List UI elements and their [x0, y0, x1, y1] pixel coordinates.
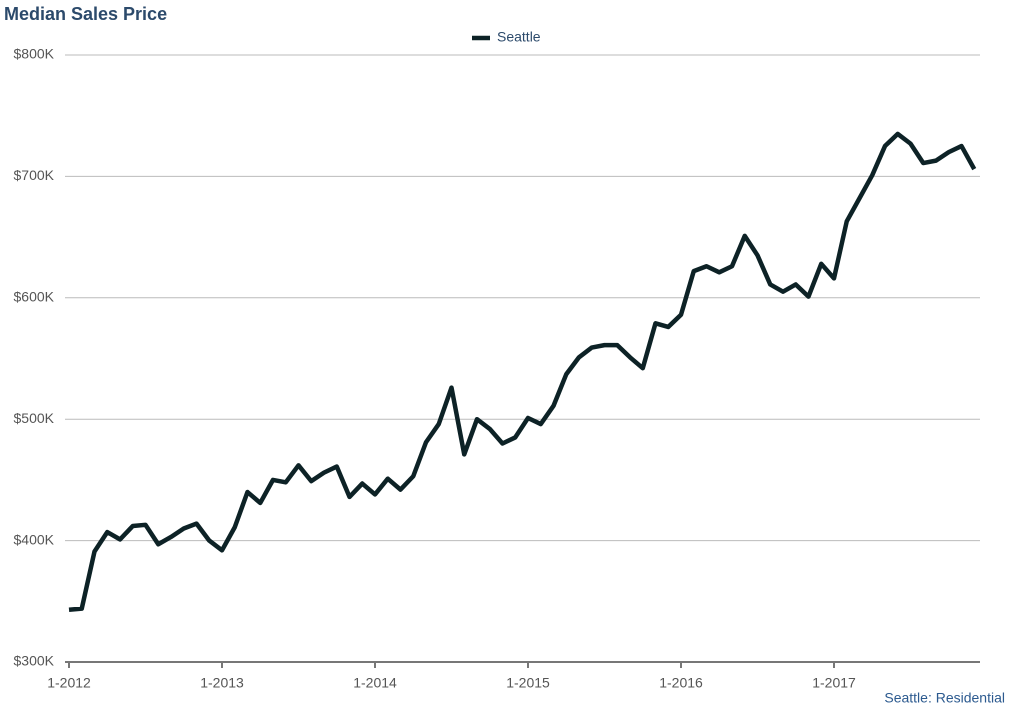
- x-tick-label: 1-2012: [47, 675, 91, 691]
- line-series: [68, 131, 977, 613]
- y-tick-label: $800K: [14, 46, 55, 62]
- y-tick-label: $700K: [14, 167, 55, 183]
- annotation: Seattle: Residential: [884, 690, 1005, 706]
- y-tick-label: $500K: [14, 410, 55, 426]
- x-tick-label: 1-2017: [812, 675, 856, 691]
- chart-title: Median Sales Price: [4, 4, 167, 24]
- y-tick-label: $400K: [14, 531, 55, 547]
- legend-label: Seattle: [497, 29, 541, 45]
- x-tick-label: 1-2014: [353, 675, 397, 691]
- x-tick-label: 1-2015: [506, 675, 550, 691]
- x-tick-label: 1-2013: [200, 675, 244, 691]
- y-tick-label: $300K: [14, 653, 55, 669]
- x-tick-label: 1-2016: [659, 675, 703, 691]
- y-tick-label: $600K: [14, 289, 55, 305]
